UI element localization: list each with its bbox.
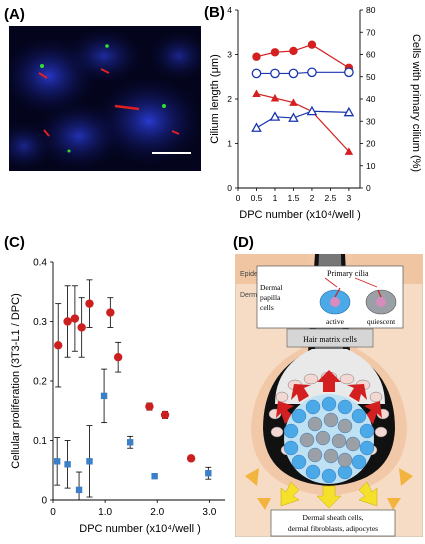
data-point-0 [252, 52, 261, 61]
x-tick-label: 3.0 [202, 507, 216, 518]
data-point-1 [252, 89, 261, 98]
data-point-0 [70, 314, 80, 323]
data-point-1 [75, 486, 83, 494]
data-point-3 [288, 112, 299, 122]
data-point-1 [205, 470, 212, 477]
micrograph [0, 26, 209, 171]
cilia-marks [38, 44, 180, 153]
data-point-3 [306, 105, 318, 116]
dpc-label-1: Dermal [260, 283, 283, 292]
data-point-0 [77, 323, 86, 332]
y-tick-label: 0.1 [33, 436, 47, 447]
x-tick-label: 1.0 [98, 507, 112, 518]
y-right-tick-label: 70 [366, 27, 376, 37]
x-tick-label: 2.5 [325, 193, 337, 203]
data-point-1 [289, 98, 298, 106]
data-point-0 [186, 454, 196, 463]
data-point-0 [145, 402, 154, 411]
x-tick-label: 3 [347, 193, 352, 203]
data-point-0 [113, 353, 123, 362]
y-tick-label: 0.2 [33, 377, 47, 388]
data-point-1 [270, 93, 280, 102]
x-tick-label: 1 [273, 193, 278, 203]
data-point-1 [344, 147, 354, 155]
papilla-cells [283, 396, 375, 484]
hair-matrix-label: Hair matrix cells [303, 335, 357, 344]
y-axis-label-right: Cells with primary cilium (%) [410, 34, 422, 172]
epidermis-label: Epidermis [240, 271, 272, 278]
chart-b: 0 0.5 1 1.5 2 2.5 3 0 1 2 3 4 0 10 20 30 40 50 60 70 80 DPC n… [200, 0, 425, 225]
x-tick-label: 1.5 [288, 193, 300, 203]
x-tick-label: 0.5 [251, 193, 263, 203]
y-right-tick-label: 40 [366, 94, 376, 104]
dermis-label: Dermis [240, 292, 263, 299]
data-point-2 [270, 68, 280, 79]
data-point-2 [251, 68, 262, 79]
y-right-tick-label: 60 [366, 50, 376, 60]
y-right-tick-label: 10 [366, 161, 376, 171]
dpc-label-2: papilla [260, 293, 281, 302]
y-right-tick-label: 20 [366, 139, 376, 149]
y-right-tick-label: 0 [366, 183, 371, 193]
y-left-tick-label: 2 [227, 94, 232, 104]
data-point-2 [307, 67, 317, 78]
bottom-text-1: Dermal sheath cells, [302, 513, 363, 522]
data-point-0 [63, 317, 72, 326]
panel-label-c: (C) [4, 234, 25, 251]
data-point-1 [126, 439, 134, 446]
glow-arrows [245, 468, 413, 510]
x-tick-label: 0 [236, 193, 241, 203]
data-point-2 [288, 68, 299, 79]
data-point-1 [151, 473, 158, 480]
y-tick-label: 0.4 [33, 258, 47, 269]
panel-label-b: (B) [204, 4, 225, 21]
panel-label-a: (A) [4, 6, 25, 23]
data-point-3 [251, 122, 262, 132]
dpc-label-3: cells [260, 303, 274, 312]
data-point-0 [289, 46, 298, 56]
x-axis-label: DPC number (x10⁴/well ) [79, 523, 200, 535]
data-point-1 [100, 392, 108, 400]
bottom-box [270, 509, 396, 537]
data-point-0 [85, 299, 94, 308]
x-tick-label: 2.0 [150, 507, 164, 518]
data-point-0 [270, 48, 280, 57]
y-left-tick-label: 0 [227, 183, 232, 193]
panel-label-d: (D) [233, 234, 254, 251]
yellow-arrows [280, 481, 378, 509]
data-point-0 [307, 40, 317, 49]
y-right-tick-label: 30 [366, 116, 376, 126]
data-point-1 [64, 461, 71, 468]
series-line-0 [256, 44, 350, 69]
data-point-3 [269, 111, 281, 121]
y-left-tick-label: 1 [227, 139, 232, 149]
data-point-0 [160, 410, 170, 420]
data-point-2 [344, 67, 354, 78]
hair-follicle-diagram: Epidermis Dermis Hair matrix cells [234, 253, 424, 538]
data-point-0 [54, 341, 63, 350]
bottom-text-2: dermal fibroblasts, adipocytes [288, 524, 378, 533]
data-point-1 [53, 458, 61, 465]
y-right-tick-label: 80 [366, 5, 376, 15]
y-axis-label: Cellular proliferation (3T3-L1 / DPC) [10, 293, 22, 468]
y-right-tick-label: 50 [366, 72, 376, 82]
y-tick-label: 0.3 [33, 317, 47, 328]
quiescent-label: quiescent [367, 317, 396, 326]
data-point-3 [343, 106, 355, 117]
active-label: active [326, 317, 345, 326]
x-tick-label: 2 [310, 193, 315, 203]
y-left-tick-label: 4 [227, 5, 232, 15]
chart-c: 0 1.0 2.0 3.0 0 0.1 0.2 0.3 0.4 DPC number (x10⁴/… [0, 250, 232, 539]
series-line-1 [256, 93, 350, 152]
y-axis-label-left: Cilium length (μm) [209, 54, 221, 143]
x-axis-label: DPC number (x10⁴/well ) [239, 209, 360, 221]
data-point-1 [86, 458, 93, 465]
y-left-tick-label: 3 [227, 50, 232, 60]
x-tick-label: 0 [50, 507, 56, 518]
inset-title: Primary cilia [327, 269, 369, 278]
data-point-0 [106, 308, 115, 317]
y-tick-label: 0 [41, 496, 47, 507]
